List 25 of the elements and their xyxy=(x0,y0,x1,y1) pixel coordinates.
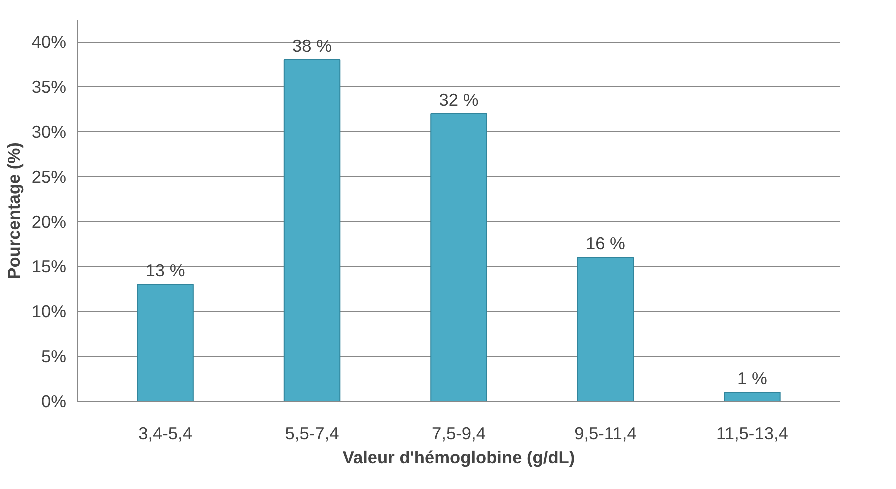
y-tick-label: 25% xyxy=(32,166,67,187)
bar xyxy=(137,284,194,402)
y-tick-label: 35% xyxy=(32,76,67,97)
y-axis-title: Pourcentage (%) xyxy=(4,142,24,280)
data-label: 32 % xyxy=(439,90,479,110)
y-tick-label: 30% xyxy=(32,122,67,142)
bar xyxy=(577,257,634,402)
bar xyxy=(724,392,781,402)
x-axis-title: Valeur d'hémoglobine (g/dL) xyxy=(342,448,576,468)
x-tick-label: 9,5-11,4 xyxy=(574,424,638,444)
y-tick-label: 5% xyxy=(41,346,66,367)
x-tick-label: 7,5-9,4 xyxy=(432,424,486,444)
x-tick-label: 3,4-5,4 xyxy=(138,424,193,444)
y-tick-label: 15% xyxy=(32,256,67,277)
y-tick-label: 20% xyxy=(32,212,67,232)
y-tick-label: 40% xyxy=(32,32,67,52)
x-tick-label: 5,5-7,4 xyxy=(285,424,340,444)
x-tick-label: 11,5-13,4 xyxy=(716,424,789,444)
data-label: 13 % xyxy=(146,260,186,281)
data-label: 1 % xyxy=(738,368,768,389)
y-tick-label: 0% xyxy=(41,392,66,412)
bar xyxy=(430,113,488,402)
data-label: 16 % xyxy=(586,234,626,254)
y-tick-label: 10% xyxy=(32,302,67,322)
bar xyxy=(284,60,341,402)
